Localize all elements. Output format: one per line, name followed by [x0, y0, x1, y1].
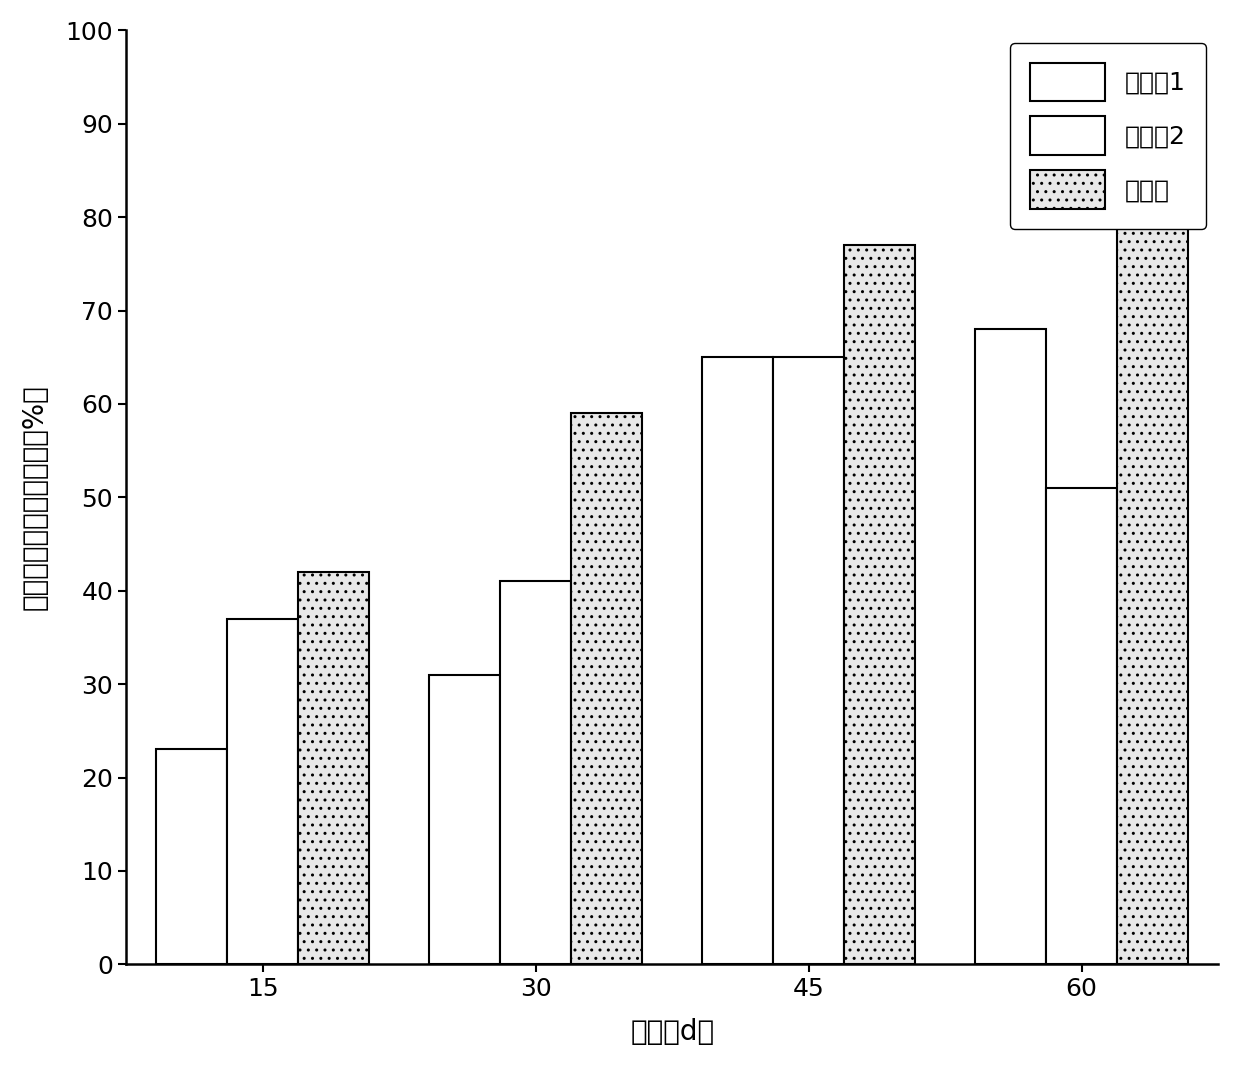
Bar: [1118, 189, 1188, 965]
Bar: [975, 330, 1046, 965]
Bar: [703, 357, 773, 965]
Y-axis label: 苯系物（甲苯）降解率（%）: 苯系物（甲苯）降解率（%）: [21, 384, 48, 610]
Bar: [429, 674, 501, 965]
Bar: [844, 245, 916, 965]
Bar: [1046, 488, 1118, 965]
Bar: [227, 619, 299, 965]
Bar: [156, 749, 227, 965]
Legend: 对照例1, 对照例2, 本发明: 对照例1, 对照例2, 本发明: [1010, 43, 1206, 228]
Bar: [501, 582, 571, 965]
X-axis label: 时间（d）: 时间（d）: [631, 1018, 715, 1046]
Bar: [773, 357, 844, 965]
Bar: [571, 413, 642, 965]
Bar: [299, 572, 369, 965]
